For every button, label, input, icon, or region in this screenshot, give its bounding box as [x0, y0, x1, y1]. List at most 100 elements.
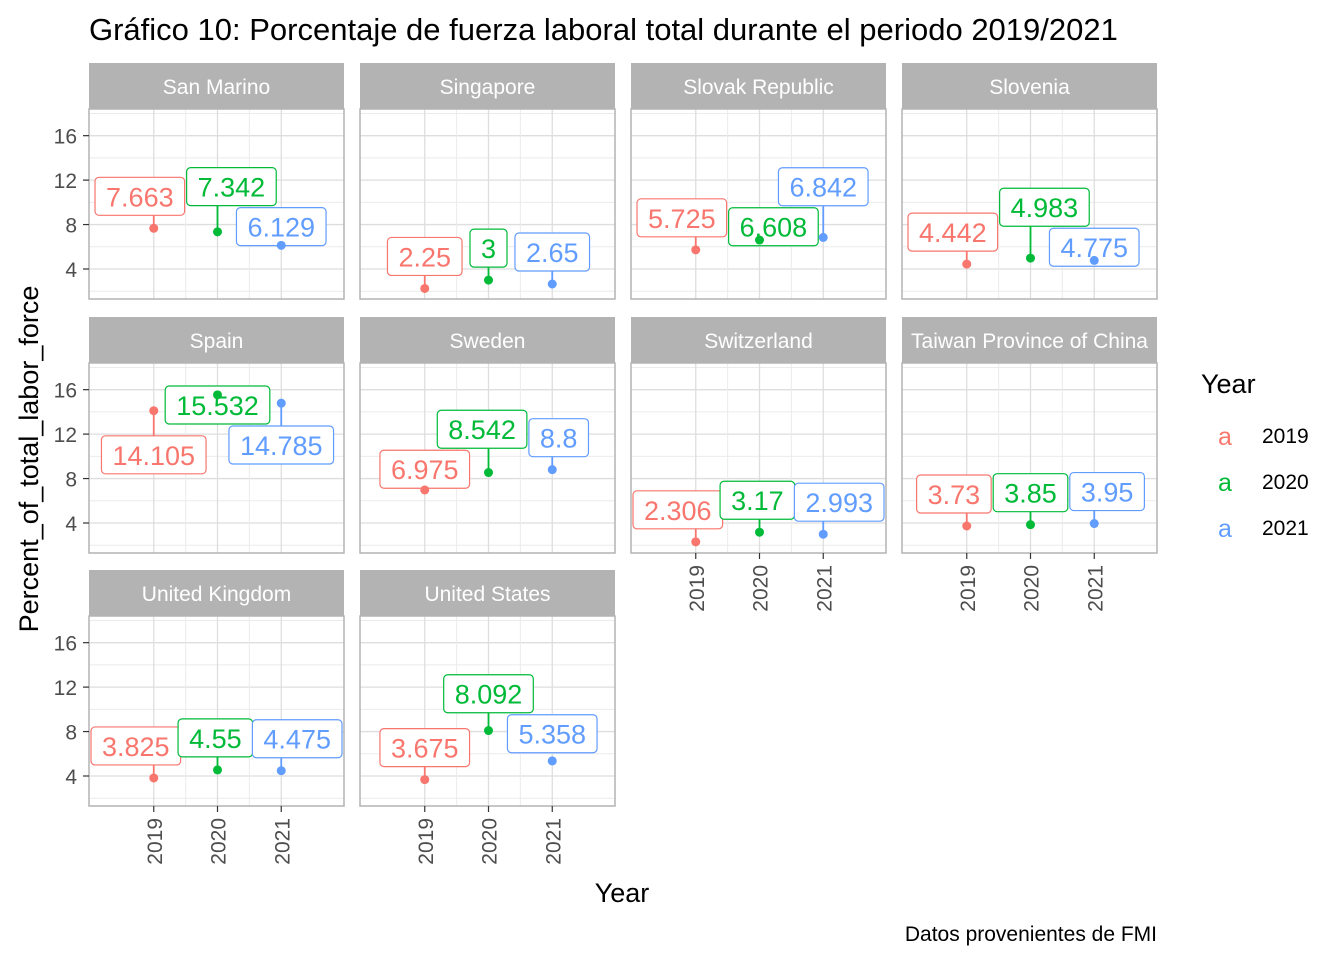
data-label-2021: 2.65 [514, 232, 591, 284]
y-tick-label: 12 [54, 677, 77, 700]
data-point-2020 [755, 235, 764, 245]
chart-title: Gráfico 10: Porcentaje de fuerza laboral… [89, 12, 1118, 47]
data-label-2019: 2.306 [632, 490, 724, 542]
facet-strip [360, 570, 615, 616]
data-point-2021 [1089, 519, 1099, 529]
data-point-2021 [547, 465, 557, 475]
data-point-2019 [962, 259, 972, 269]
data-label-text: 2.65 [526, 238, 579, 268]
data-label-2021: 4.475 [251, 719, 343, 771]
panel-border [88, 108, 345, 300]
facet-san-marino: San Marino 4 8 12 16 7.663 7.342 6.129 [54, 63, 345, 300]
y-tick-label: 8 [65, 469, 77, 492]
label-box [186, 167, 277, 207]
legend-key-2019: a [1218, 423, 1232, 451]
data-label-text: 7.663 [106, 182, 174, 212]
data-label-text: 8.092 [455, 680, 523, 710]
label-box [251, 719, 343, 759]
data-label-text: 2.306 [644, 496, 712, 526]
data-label-2021: 14.785 [228, 403, 335, 465]
label-box [907, 212, 999, 252]
facet-singapore: Singapore 2.25 3 2.65 [359, 63, 616, 300]
data-label-text: 8.542 [448, 415, 516, 445]
data-point-2021 [547, 279, 557, 289]
x-tick-label: 2019 [415, 818, 438, 865]
data-label-2021: 6.129 [235, 207, 327, 247]
facet-strip [89, 63, 344, 109]
data-point-2021 [818, 529, 828, 539]
facet-spain: Spain 4 8 12 16 14.105 15.532 14.785 [54, 317, 345, 554]
data-point-2019 [962, 521, 972, 531]
facet-sweden: Sweden 6.975 8.542 8.8 [359, 317, 616, 554]
label-box [386, 236, 463, 277]
legend-key-2020: a [1218, 469, 1232, 497]
data-label-2021: 6.842 [777, 167, 869, 238]
panel-border [630, 108, 887, 300]
facet-united-states: United States 2019 2020 2021 3.675 8.092 5.358 [359, 570, 616, 865]
data-label-text: 6.975 [391, 455, 459, 485]
facet-strip-label: Singapore [440, 76, 536, 99]
facet-strip-label: Slovenia [989, 76, 1070, 99]
facet-strip-label: Taiwan Province of China [911, 330, 1148, 353]
label-box [528, 418, 590, 458]
label-box [100, 435, 207, 475]
data-point-2019 [691, 245, 701, 255]
data-label-2019: 5.725 [636, 198, 728, 250]
label-box [728, 207, 819, 247]
panel-border [88, 362, 345, 554]
y-tick-label: 4 [65, 513, 77, 536]
label-box [94, 176, 186, 216]
label-box [379, 728, 471, 768]
y-tick-label: 16 [54, 633, 77, 656]
y-tick-label: 8 [65, 215, 77, 238]
legend-label-2021: 2021 [1262, 517, 1309, 540]
facet-strip-label: San Marino [163, 76, 270, 99]
x-tick-label: 2020 [479, 818, 502, 865]
data-label-text: 6.608 [740, 213, 808, 243]
data-point-2020 [213, 227, 222, 237]
facet-strip [631, 63, 886, 109]
facet-strip-label: United Kingdom [142, 583, 291, 606]
y-tick-label: 4 [65, 259, 77, 282]
data-label-2019: 14.105 [100, 410, 207, 475]
facet-strip-label: United States [424, 583, 550, 606]
y-tick-label: 12 [54, 170, 77, 193]
y-tick-label: 8 [65, 722, 77, 745]
y-tick-label: 16 [54, 126, 77, 149]
panel-border [359, 108, 616, 300]
data-point-2021 [818, 232, 828, 242]
data-label-2019: 7.663 [94, 176, 186, 229]
data-label-text: 3.85 [1004, 479, 1057, 509]
facet-strip-label: Switzerland [704, 330, 813, 353]
data-point-2020 [213, 390, 222, 400]
data-point-2021 [276, 398, 286, 408]
facet-strip-label: Spain [190, 330, 244, 353]
data-label-text: 4.442 [919, 218, 987, 248]
facet-panels: San Marino 4 8 12 16 7.663 7.342 6.129 Singapore… [54, 63, 1158, 865]
label-box [999, 187, 1090, 227]
data-label-text: 4.983 [1011, 193, 1079, 223]
data-label-2020: 4.983 [999, 187, 1090, 259]
data-label-text: 4.55 [189, 724, 242, 754]
x-tick-label: 2019 [957, 565, 980, 612]
data-label-2020: 3 [469, 228, 508, 281]
facet-strip [902, 317, 1157, 363]
data-label-text: 4.475 [263, 725, 331, 755]
data-label-2019: 4.442 [907, 212, 999, 265]
panel-border [901, 362, 1158, 554]
data-label-text: 3.675 [391, 734, 459, 764]
y-tick-label: 16 [54, 380, 77, 403]
facet-strip [89, 570, 344, 616]
x-tick-label: 2021 [542, 818, 565, 865]
data-point-2020 [1026, 520, 1035, 530]
legend: Year a 2019 a 2020 a 2021 [1201, 369, 1309, 543]
x-tick-label: 2021 [1084, 565, 1107, 612]
data-label-text: 3 [481, 234, 496, 264]
data-label-2019: 3.825 [90, 726, 182, 778]
legend-key-2021: a [1218, 515, 1232, 543]
label-box [443, 674, 534, 714]
data-label-text: 3.73 [928, 480, 981, 510]
label-box [228, 425, 335, 465]
facet-strip-label: Sweden [450, 330, 526, 353]
label-box [514, 232, 591, 272]
